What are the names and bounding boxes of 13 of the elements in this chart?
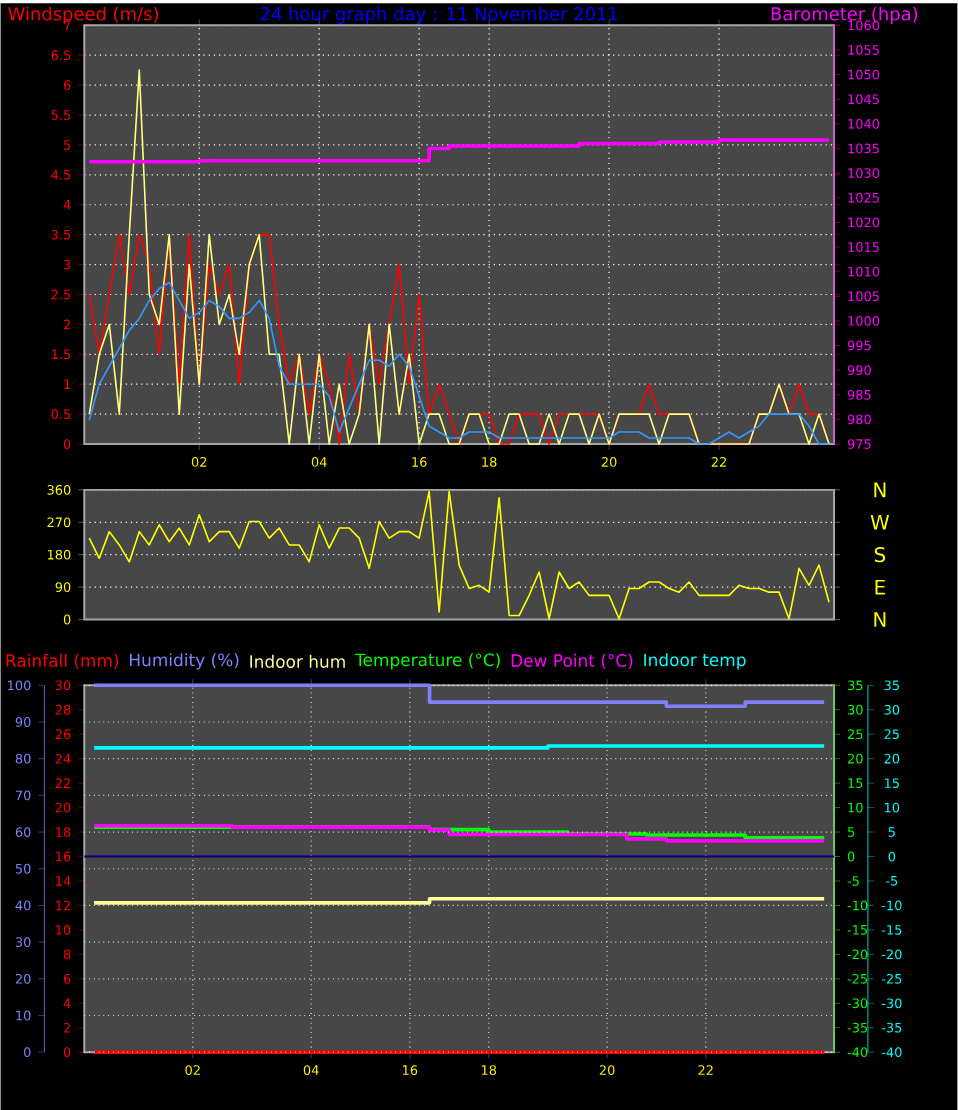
text: W	[870, 514, 890, 530]
chart-title: 24 hour graph day : 11 November 2011	[261, 6, 618, 24]
text: E	[875, 579, 886, 595]
text: N	[874, 612, 886, 627]
text: N	[874, 482, 886, 498]
series-label: Humidity (%)	[130, 653, 239, 670]
text: S	[875, 547, 886, 563]
text: Rainfall (mm)	[6, 653, 119, 669]
text: Dew Point (°C)	[511, 653, 633, 669]
text: Temperature (°C)	[355, 653, 501, 670]
text: Indoor temp	[644, 653, 746, 670]
y-axis-title: Windspeed (m/s)	[8, 6, 159, 24]
text: Indoor hum	[250, 654, 346, 668]
